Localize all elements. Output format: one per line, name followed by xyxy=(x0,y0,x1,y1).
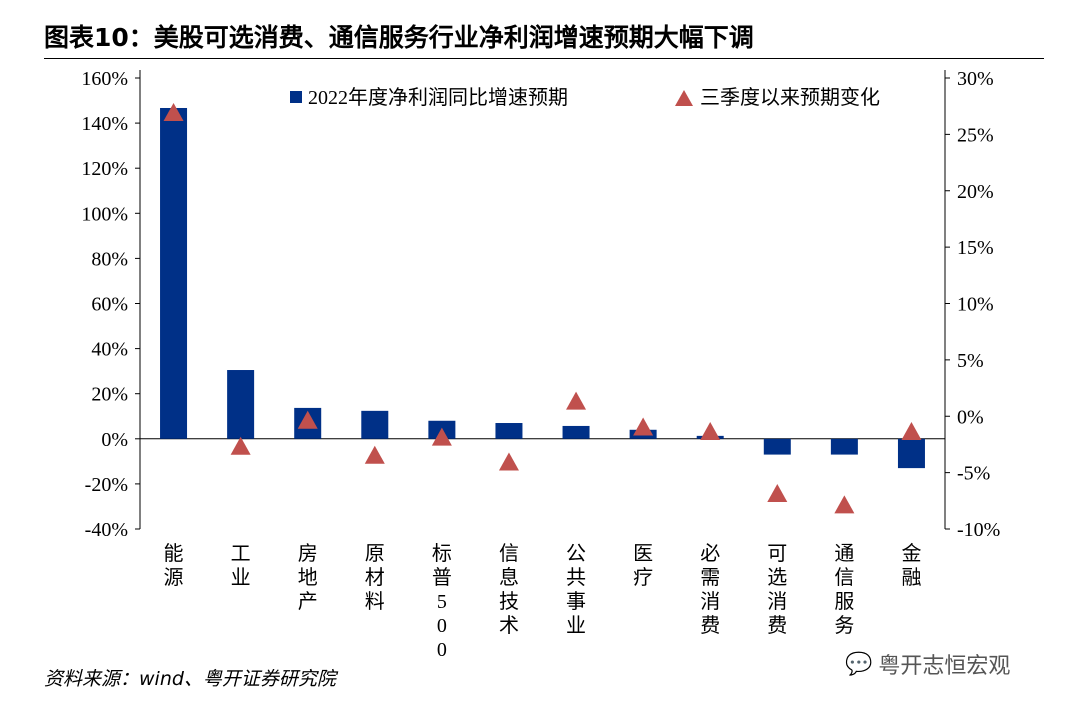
category-label: 材 xyxy=(365,566,385,589)
category-label: 普 xyxy=(432,566,452,589)
triangle-marker xyxy=(566,391,587,410)
bar xyxy=(495,423,523,439)
category-label: 业 xyxy=(231,566,251,589)
right-tick-label: -5% xyxy=(957,463,990,485)
category-label: 务 xyxy=(834,614,854,637)
left-tick-label: 100% xyxy=(81,203,128,225)
category-label: 5 xyxy=(437,591,447,613)
category-label: 房 xyxy=(298,542,318,565)
category-label: 必 xyxy=(700,542,720,565)
legend-triangle-label: 三季度以来预期变化 xyxy=(700,86,880,109)
triangle-marker xyxy=(230,436,251,455)
triangle-marker xyxy=(431,427,452,446)
category-label: 信 xyxy=(834,566,854,589)
category-label: 需 xyxy=(700,567,720,589)
category-label: 消 xyxy=(767,590,787,613)
category-label: 消 xyxy=(700,590,720,613)
title-rule xyxy=(44,58,1044,59)
category-label: 工 xyxy=(231,543,251,565)
category-label: 原 xyxy=(365,543,385,565)
right-tick-label: 0% xyxy=(957,406,984,428)
left-tick-label: 60% xyxy=(91,294,128,316)
category-label: 0 xyxy=(437,639,447,661)
watermark-text: 粤开志恒宏观 xyxy=(878,654,1011,679)
category-label: 料 xyxy=(365,590,385,613)
category-label: 能 xyxy=(164,542,184,565)
triangle-marker xyxy=(364,445,385,464)
bar xyxy=(763,438,791,455)
category-label: 产 xyxy=(298,590,318,613)
category-label: 金 xyxy=(901,542,921,565)
triangle-marker xyxy=(297,410,318,429)
wechat-icon: 💬 xyxy=(845,651,873,677)
right-tick-label: 5% xyxy=(957,350,984,372)
left-tick-label: 120% xyxy=(81,158,128,180)
right-tick-label: 30% xyxy=(957,68,994,90)
category-label: 术 xyxy=(499,614,519,637)
legend-triangle-swatch xyxy=(675,90,693,106)
bar xyxy=(897,438,925,469)
left-tick-label: 0% xyxy=(101,429,128,451)
chart-title: 图表10：美股可选消费、通信服务行业净利润增速预期大幅下调 xyxy=(44,23,754,52)
right-tick-label: 15% xyxy=(957,237,994,259)
triangle-marker xyxy=(901,422,922,441)
category-label: 标 xyxy=(432,542,452,565)
right-tick-label: -10% xyxy=(957,519,1000,541)
category-label: 费 xyxy=(700,614,720,637)
legend-bar-swatch xyxy=(290,91,302,103)
category-label: 费 xyxy=(767,614,787,637)
left-tick-label: 80% xyxy=(91,248,128,270)
category-label: 源 xyxy=(164,566,184,589)
category-label: 医 xyxy=(633,543,653,565)
source-note: 资料来源：wind、粤开证券研究院 xyxy=(44,668,336,690)
category-label: 共 xyxy=(566,566,586,589)
category-label: 息 xyxy=(499,566,519,589)
category-label: 选 xyxy=(767,566,787,589)
legend-bar-label: 2022年度净利润同比增速预期 xyxy=(308,86,568,109)
category-label: 可 xyxy=(767,543,787,565)
category-label: 地 xyxy=(298,566,318,589)
left-tick-label: 40% xyxy=(91,339,128,361)
category-label: 0 xyxy=(437,615,447,637)
category-label: 技 xyxy=(499,590,519,613)
triangle-marker xyxy=(834,495,855,514)
category-label: 通 xyxy=(834,542,854,565)
bar xyxy=(160,107,188,439)
triangle-marker xyxy=(767,484,788,503)
bar xyxy=(562,425,590,439)
category-label: 疗 xyxy=(633,566,653,589)
left-tick-label: -20% xyxy=(85,474,128,496)
left-tick-label: 20% xyxy=(91,384,128,406)
right-tick-label: 25% xyxy=(957,124,994,146)
left-tick-label: -40% xyxy=(85,519,128,541)
category-label: 业 xyxy=(566,614,586,637)
right-tick-label: 20% xyxy=(957,181,994,203)
right-tick-label: 10% xyxy=(957,294,994,316)
triangle-marker xyxy=(700,422,721,441)
category-label: 信 xyxy=(499,542,519,565)
triangle-marker xyxy=(633,417,654,436)
triangle-marker xyxy=(163,102,184,121)
category-label: 服 xyxy=(834,591,854,613)
bar xyxy=(830,438,858,455)
left-tick-label: 140% xyxy=(81,113,128,135)
category-label: 公 xyxy=(566,543,586,565)
bar xyxy=(227,370,255,439)
watermark: 💬 粤开志恒宏观 xyxy=(845,648,1010,680)
category-label: 融 xyxy=(901,566,921,589)
bar xyxy=(361,410,389,439)
triangle-marker xyxy=(498,452,519,471)
category-label: 事 xyxy=(566,590,586,613)
left-tick-label: 160% xyxy=(81,68,128,90)
